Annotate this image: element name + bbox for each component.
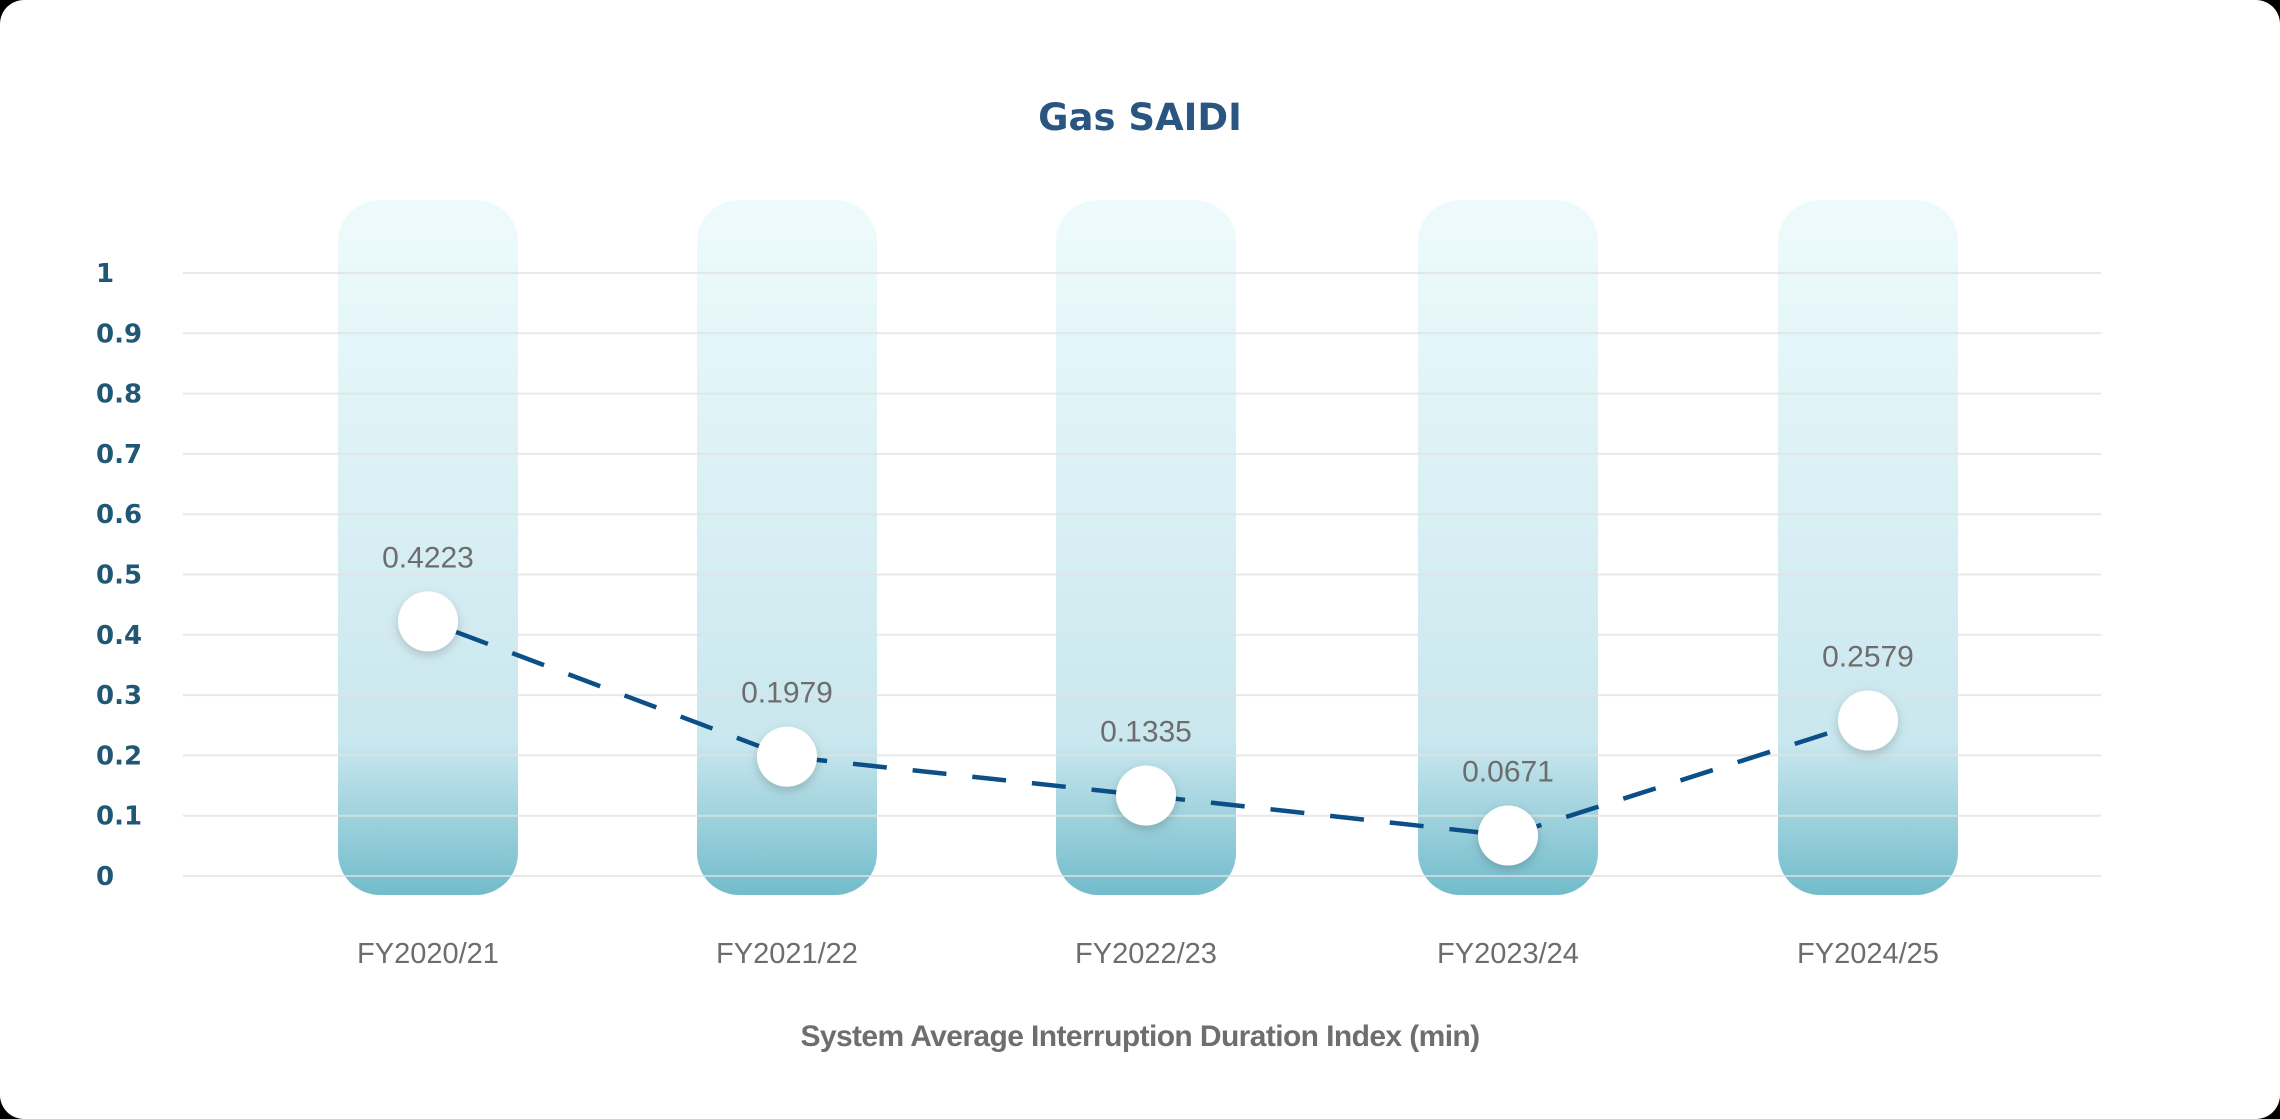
x-tick-label: FY2023/24: [1437, 938, 1579, 970]
y-tick-label: 0.1: [96, 802, 142, 832]
category-columns: [338, 200, 1958, 895]
category-column: [1056, 200, 1236, 895]
y-tick-label: 0.2: [96, 741, 142, 771]
y-tick-label: 1: [96, 259, 114, 289]
y-tick-label: 0.6: [96, 500, 142, 530]
y-tick-label: 0: [96, 862, 114, 892]
value-label: 0.1335: [1100, 715, 1192, 748]
category-column: [338, 200, 518, 895]
x-tick-label: FY2022/23: [1075, 938, 1217, 970]
y-axis-ticks: 0 0.1 0.2 0.3 0.4 0.5 0.6 0.7 0.8 0.9 1: [96, 259, 142, 892]
data-point-marker: [1838, 690, 1898, 751]
y-tick-label: 0.5: [96, 561, 142, 591]
x-tick-label: FY2024/25: [1797, 938, 1939, 970]
series-line: [427, 619, 1869, 838]
value-label: 0.4223: [382, 541, 474, 574]
x-axis-label: System Average Interruption Duration Ind…: [800, 1020, 1480, 1053]
data-markers: [398, 591, 1898, 866]
category-column: [1418, 200, 1598, 895]
value-labels: 0.4223 0.1979 0.1335 0.0671 0.2579: [382, 541, 1914, 788]
data-point-marker: [1478, 805, 1538, 866]
value-label: 0.0671: [1462, 756, 1554, 789]
category-column: [1778, 200, 1958, 895]
y-tick-label: 0.9: [96, 319, 142, 349]
y-tick-label: 0.3: [96, 681, 142, 711]
value-label: 0.1979: [741, 677, 833, 710]
x-axis-ticks: FY2020/21 FY2021/22 FY2022/23 FY2023/24 FY20…: [357, 938, 1939, 970]
data-point-marker: [757, 726, 817, 787]
chart-title: Gas SAIDI: [1038, 96, 1242, 139]
x-tick-label: FY2020/21: [357, 938, 499, 970]
y-tick-label: 0.7: [96, 440, 142, 470]
y-tick-label: 0.4: [96, 621, 142, 651]
category-column: [697, 200, 877, 895]
data-point-marker: [1116, 765, 1176, 826]
x-tick-label: FY2021/22: [716, 938, 858, 970]
value-label: 0.2579: [1822, 640, 1914, 673]
y-tick-label: 0.8: [96, 380, 142, 410]
data-point-marker: [398, 591, 458, 652]
